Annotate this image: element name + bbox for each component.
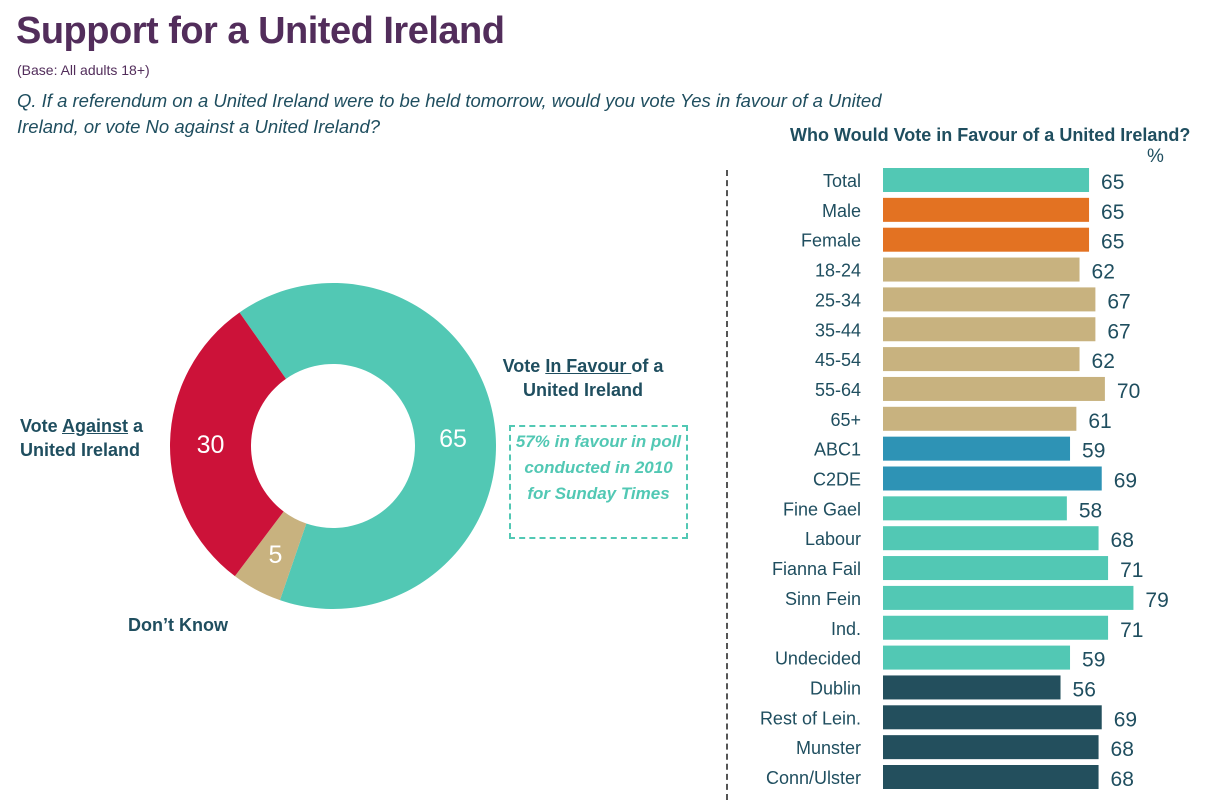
- bar-value-label: 65: [1101, 201, 1124, 224]
- bar-value-label: 61: [1088, 410, 1111, 433]
- bar: [883, 556, 1109, 581]
- bar-value-label: 68: [1111, 738, 1134, 761]
- dont-know-label: Don’t Know: [128, 615, 228, 635]
- against-label-post: a: [128, 416, 144, 436]
- bar: [883, 347, 1080, 372]
- bar: [883, 227, 1090, 252]
- percent-unit-label: %: [1147, 146, 1164, 167]
- base-note: (Base: All adults 18+): [17, 62, 150, 78]
- bar-value-label: 65: [1101, 171, 1124, 194]
- bar-value-label: 68: [1111, 768, 1134, 791]
- page-title: Support for a United Ireland: [16, 10, 505, 52]
- bar-value-label: 69: [1114, 470, 1137, 493]
- bar-category-label: Male: [822, 201, 861, 221]
- donut-value-against: 30: [197, 431, 225, 459]
- bar-category-label: 25-34: [815, 290, 861, 310]
- bar-value-label: 58: [1079, 499, 1102, 522]
- bar: [883, 496, 1067, 521]
- bar: [883, 705, 1102, 730]
- bar-value-label: 71: [1120, 619, 1143, 642]
- bar: [883, 765, 1099, 789]
- bar-category-label: 55-64: [815, 380, 861, 400]
- survey-question: Q. If a referendum on a United Ireland w…: [17, 90, 882, 137]
- comparison-note: 57% in favour in poll conducted in 2010 …: [509, 425, 688, 539]
- donut-slice-favour: [239, 282, 497, 609]
- favour-label: Vote In Favour of a United Ireland: [498, 354, 668, 402]
- bar: [883, 376, 1105, 401]
- bar: [883, 675, 1061, 700]
- bar-category-label: Conn/Ulster: [766, 768, 861, 788]
- bar-category-label: Dublin: [810, 678, 861, 698]
- against-label-pre: Vote: [20, 416, 63, 436]
- bar-value-label: 67: [1107, 290, 1130, 313]
- against-label-line2: United Ireland: [20, 440, 141, 460]
- bar-category-label: 65+: [830, 410, 861, 430]
- favour-label-line2: United Ireland: [522, 380, 643, 400]
- bar-category-label: Munster: [796, 738, 861, 758]
- bar-value-label: 69: [1114, 708, 1137, 731]
- bar-value-label: 68: [1111, 529, 1134, 552]
- bar-category-label: 18-24: [815, 261, 861, 281]
- bar-category-label: Fianna Fail: [772, 559, 861, 579]
- bar-category-label: 45-54: [815, 350, 861, 370]
- donut-value-favour: 65: [439, 425, 467, 453]
- favour-label-post: of a: [631, 356, 664, 376]
- favour-label-pre: Vote: [502, 356, 546, 376]
- bar-value-label: 65: [1101, 231, 1124, 254]
- bar: [883, 317, 1096, 342]
- bar: [883, 257, 1080, 282]
- donut-slice-against: [169, 312, 286, 577]
- bar: [883, 615, 1109, 640]
- bar-value-label: 59: [1082, 440, 1105, 463]
- bar-category-label: Undecided: [775, 649, 861, 669]
- bar-category-label: Female: [801, 231, 861, 251]
- bar: [883, 406, 1077, 431]
- bar: [883, 735, 1099, 760]
- bar-value-label: 79: [1145, 589, 1168, 612]
- bar-value-label: 59: [1082, 649, 1105, 672]
- bar-category-label: 35-44: [815, 320, 861, 340]
- bar: [883, 526, 1099, 551]
- bar: [883, 197, 1090, 222]
- bar: [883, 436, 1071, 461]
- bar: [883, 585, 1134, 610]
- bar-category-label: Ind.: [831, 619, 861, 639]
- donut-value-dont-know: 5: [269, 541, 283, 569]
- bar-category-label: Total: [823, 171, 861, 191]
- bar-value-label: 67: [1107, 320, 1130, 343]
- bar-category-label: C2DE: [813, 470, 861, 490]
- bar-category-label: ABC1: [814, 440, 861, 460]
- bar-value-label: 62: [1092, 261, 1115, 284]
- bar-category-label: Rest of Lein.: [760, 708, 861, 728]
- donut-slice-dont-know: [234, 511, 307, 601]
- bar-category-label: Fine Gael: [783, 499, 861, 519]
- bar-value-label: 56: [1073, 678, 1096, 701]
- bar-value-label: 70: [1117, 380, 1140, 403]
- bar-category-label: Labour: [805, 529, 861, 549]
- bar-value-label: 62: [1092, 350, 1115, 373]
- bar: [883, 168, 1090, 192]
- bar: [883, 466, 1102, 491]
- against-label-underlined: Against: [62, 416, 129, 436]
- bar-value-label: 71: [1120, 559, 1143, 582]
- favour-label-underlined: In Favour: [545, 356, 632, 376]
- against-label: Vote Against a United Ireland: [20, 414, 143, 462]
- bar: [883, 287, 1096, 312]
- dashed-divider: [726, 170, 728, 800]
- bar: [883, 645, 1071, 670]
- bar-category-label: Sinn Fein: [785, 589, 861, 609]
- bar-chart-title: Who Would Vote in Favour of a United Ire…: [790, 125, 1191, 145]
